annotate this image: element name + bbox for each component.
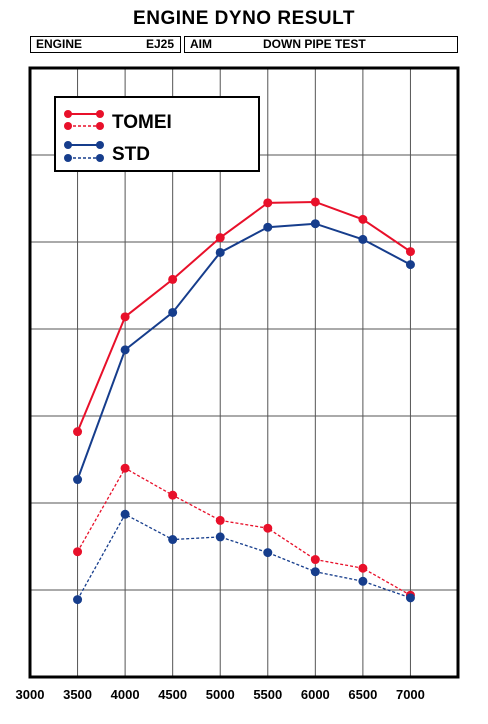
legend-std-dashed-marker (64, 154, 72, 162)
legend-tomei-dashed-marker (64, 122, 72, 130)
data-point-tomei-upper (358, 214, 368, 224)
x-tick-labels: 3000 3500 4000 4500 5000 5500 6000 6500 7000 (16, 687, 425, 702)
data-point-tomei-lower (358, 563, 368, 573)
series-line-tomei-lower (76, 467, 411, 596)
data-point-std-upper (405, 260, 415, 270)
x-tick-label: 6500 (348, 687, 377, 702)
series-tomei-upper (73, 197, 415, 437)
data-point-std-lower (120, 509, 130, 519)
aim-info-box: AIM DOWN PIPE TEST (184, 36, 458, 53)
series-std-lower (73, 509, 415, 605)
legend-std-solid-marker (96, 141, 104, 149)
legend-tomei-label: TOMEI (112, 112, 172, 133)
data-point-std-upper (73, 475, 83, 485)
data-point-tomei-upper (215, 233, 225, 243)
data-point-std-upper (358, 234, 368, 244)
series-layer (73, 197, 415, 605)
data-point-std-upper (120, 345, 130, 355)
data-point-std-upper (310, 219, 320, 229)
series-line-std-upper (76, 222, 411, 480)
data-point-tomei-lower (310, 555, 320, 565)
engine-info-box: ENGINE EJ25 (30, 36, 181, 53)
legend-tomei-dashed-marker (96, 122, 104, 130)
data-point-std-lower (310, 567, 320, 577)
data-point-std-upper (168, 307, 178, 317)
data-point-tomei-lower (73, 547, 83, 557)
series-std-upper (73, 219, 415, 485)
legend-entry-tomei: TOMEI (64, 110, 172, 133)
engine-label: ENGINE (36, 37, 83, 51)
x-tick-label: 4000 (111, 687, 140, 702)
data-point-std-lower (215, 532, 225, 542)
x-tick-label: 7000 (396, 687, 425, 702)
aim-label: AIM (190, 37, 212, 51)
legend-std-dashed-marker (96, 154, 104, 162)
legend-std-solid-marker (64, 141, 72, 149)
legend: TOMEI STD (54, 96, 260, 172)
legend-tomei-solid-marker (64, 110, 72, 118)
data-point-tomei-lower (168, 490, 178, 500)
legend-tomei-solid-marker (96, 110, 104, 118)
x-tick-label: 3500 (63, 687, 92, 702)
plot-frame (28, 66, 460, 679)
data-point-std-lower (405, 593, 415, 603)
data-point-tomei-upper (263, 198, 273, 208)
data-point-tomei-upper (405, 247, 415, 257)
series-line-std-lower (76, 513, 411, 600)
x-tick-label: 6000 (301, 687, 330, 702)
aim-value: DOWN PIPE TEST (263, 37, 366, 51)
data-point-tomei-upper (168, 274, 178, 284)
data-point-tomei-upper (310, 197, 320, 207)
data-point-tomei-upper (120, 312, 130, 322)
x-tick-label: 3000 (16, 687, 45, 702)
data-point-std-upper (215, 247, 225, 257)
legend-box (54, 96, 260, 172)
data-point-std-lower (168, 535, 178, 545)
legend-entry-std: STD (64, 141, 150, 165)
legend-std-label: STD (112, 144, 150, 165)
engine-value: EJ25 (145, 37, 174, 51)
chart-title: ENGINE DYNO RESULT (133, 8, 355, 29)
data-point-std-lower (263, 548, 273, 558)
x-tick-label: 5000 (206, 687, 235, 702)
series-line-tomei-upper (76, 200, 412, 433)
data-point-std-upper (263, 222, 273, 232)
data-point-std-lower (73, 595, 83, 605)
data-point-tomei-lower (263, 523, 273, 533)
data-point-tomei-lower (215, 515, 225, 525)
x-tick-label: 4500 (158, 687, 187, 702)
data-point-std-lower (358, 576, 368, 586)
data-point-tomei-lower (120, 463, 130, 473)
x-tick-label: 5500 (253, 687, 282, 702)
data-point-tomei-upper (73, 427, 83, 437)
